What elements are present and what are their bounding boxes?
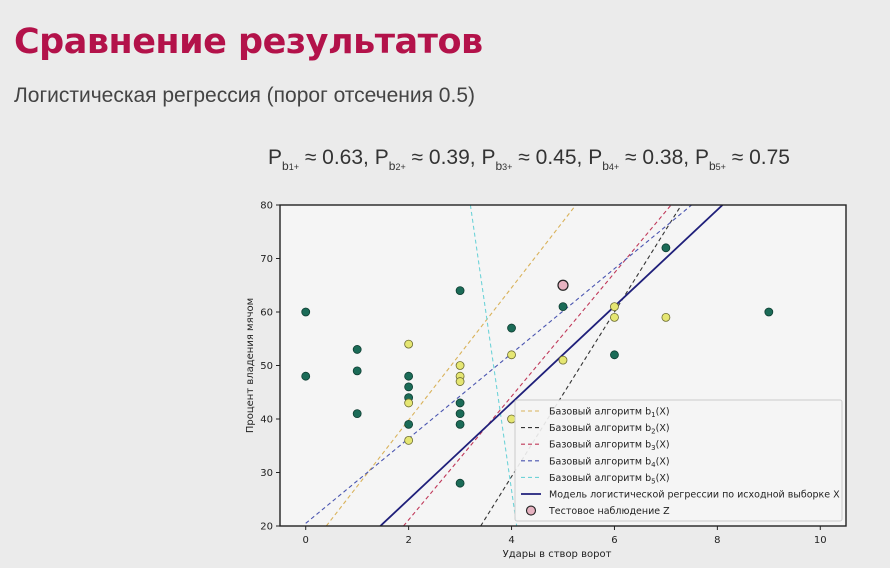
formula-term-2: Pb2+ ≈ 0.39, <box>374 146 476 173</box>
point-light-0 <box>404 339 414 349</box>
point-dark-0 <box>301 307 311 317</box>
legend-label-b2: Базовый алгоритм b2(X) <box>549 423 670 436</box>
legend-label-b5: Базовый алгоритм b5(X) <box>549 473 670 486</box>
legend-marker-test <box>525 505 537 516</box>
point-dark-4 <box>352 409 362 419</box>
y-tick-label-5: 70 <box>260 254 273 265</box>
point-light-11 <box>661 312 671 322</box>
formula-term-4: Pb4+ ≈ 0.38, <box>588 146 690 173</box>
point-light-9 <box>610 302 619 312</box>
point-dark-8 <box>404 419 414 429</box>
legend-box <box>514 399 843 522</box>
x-tick-label-1: 2 <box>405 535 411 546</box>
y-tick-label-2: 40 <box>260 415 273 426</box>
line-b1 <box>325 205 577 526</box>
x-tick-label-3: 6 <box>611 535 617 546</box>
y-tick-label-1: 30 <box>260 468 273 479</box>
point-light-10 <box>610 312 619 322</box>
point-light-7 <box>507 414 516 424</box>
line-b4 <box>305 205 692 524</box>
y-tick-label-4: 60 <box>260 308 273 319</box>
point-dark-9 <box>455 286 465 296</box>
y-tick-label-3: 50 <box>260 361 273 372</box>
data-points <box>301 243 774 488</box>
slide-subtitle: Логистическая регрессия (порог отсечения… <box>14 84 475 107</box>
x-tick-label-2: 4 <box>508 535 514 546</box>
y-tick-label-6: 80 <box>260 201 273 212</box>
point-light-3 <box>455 361 465 370</box>
point-dark-15 <box>558 302 568 312</box>
point-dark-13 <box>455 478 465 488</box>
x-tick-label-4: 8 <box>714 535 720 546</box>
point-light-1 <box>404 398 414 408</box>
formula-term-1: Pb1+ ≈ 0.63, <box>268 146 369 173</box>
point-dark-5 <box>404 371 414 381</box>
test-point <box>557 279 569 291</box>
legend-label-logreg: Модель логистической регрессии по исходн… <box>549 490 840 501</box>
line-logreg <box>379 205 724 526</box>
legend-label-b3: Базовый алгоритм b3(X) <box>549 440 670 453</box>
point-dark-14 <box>507 323 516 333</box>
point-dark-10 <box>455 398 465 408</box>
point-dark-6 <box>404 382 414 392</box>
point-light-2 <box>404 435 414 445</box>
point-dark-18 <box>764 307 774 317</box>
x-tick-label-5: 10 <box>814 535 827 546</box>
point-light-6 <box>507 350 516 360</box>
point-dark-1 <box>301 371 311 381</box>
legend-label-test: Тестовое наблюдение Z <box>548 506 670 517</box>
point-dark-16 <box>610 350 619 360</box>
x-tick-label-0: 0 <box>303 535 309 546</box>
x-axis-label: Удары в створ ворот <box>503 549 612 560</box>
line-b5 <box>469 205 518 526</box>
point-light-5 <box>455 377 465 386</box>
slide-title: Сравнение результатов <box>14 22 483 62</box>
model-lines <box>305 205 724 526</box>
point-dark-12 <box>455 419 465 429</box>
formula-term-5: Pb5+ ≈ 0.75 <box>694 146 790 173</box>
y-axis-label: Процент владения мячом <box>245 298 256 433</box>
point-dark-17 <box>661 243 671 253</box>
point-dark-3 <box>352 366 362 376</box>
point-light-8 <box>558 355 568 365</box>
formula-term-3: Pb3+ ≈ 0.45, <box>481 146 583 173</box>
y-tick-label-0: 20 <box>260 522 273 533</box>
legend-label-b4: Базовый алгоритм b4(X) <box>549 456 670 469</box>
probability-formula: Pb1+ ≈ 0.63, Pb2+ ≈ 0.39, Pb3+ ≈ 0.45, P… <box>268 146 790 173</box>
point-dark-11 <box>455 409 465 419</box>
point-dark-2 <box>352 345 362 354</box>
legend-label-b1: Базовый алгоритм b1(X) <box>549 407 670 420</box>
legend: Базовый алгоритм b1(X) Базовый алгоритм b… <box>514 399 843 522</box>
line-b2 <box>480 205 682 526</box>
